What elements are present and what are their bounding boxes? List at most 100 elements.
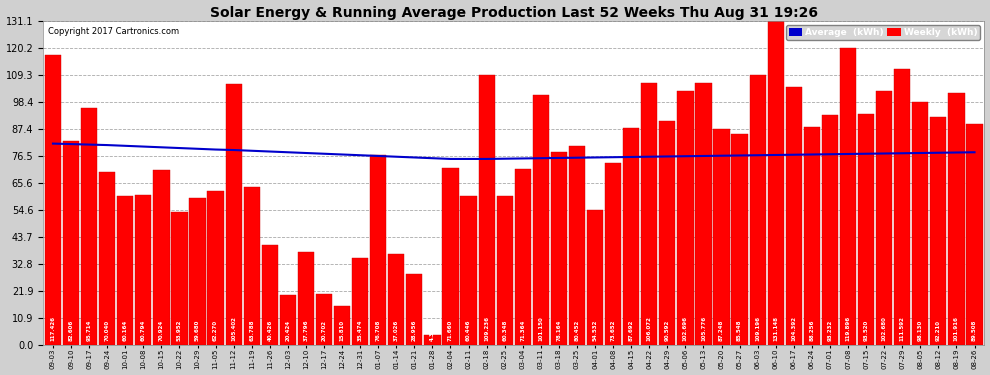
Bar bbox=[515, 169, 531, 345]
Bar bbox=[63, 141, 79, 345]
Bar bbox=[587, 210, 603, 345]
Text: 40.426: 40.426 bbox=[267, 319, 272, 340]
Bar bbox=[388, 254, 405, 345]
Text: 106.072: 106.072 bbox=[646, 316, 651, 340]
Bar bbox=[352, 258, 368, 345]
Bar bbox=[460, 196, 477, 345]
Text: 87.248: 87.248 bbox=[719, 319, 724, 340]
Bar bbox=[497, 196, 513, 345]
Text: 71.364: 71.364 bbox=[521, 319, 526, 340]
Text: 60.348: 60.348 bbox=[502, 319, 507, 340]
Text: 4.312: 4.312 bbox=[430, 323, 435, 340]
Text: 60.164: 60.164 bbox=[123, 319, 128, 340]
Bar bbox=[894, 69, 911, 345]
Bar bbox=[478, 75, 495, 345]
Bar bbox=[732, 134, 747, 345]
Text: 95.714: 95.714 bbox=[86, 319, 92, 340]
Text: 101.150: 101.150 bbox=[539, 316, 544, 340]
Bar bbox=[695, 84, 712, 345]
Bar bbox=[786, 87, 802, 345]
Text: 93.520: 93.520 bbox=[863, 319, 868, 340]
Text: 102.680: 102.680 bbox=[882, 316, 887, 340]
Text: 71.660: 71.660 bbox=[448, 319, 453, 340]
Bar bbox=[81, 108, 97, 345]
Text: 104.392: 104.392 bbox=[791, 315, 796, 340]
Bar bbox=[117, 196, 134, 345]
Bar bbox=[605, 163, 622, 345]
Bar bbox=[425, 335, 441, 345]
Bar bbox=[749, 75, 766, 345]
Bar bbox=[714, 129, 730, 345]
Bar bbox=[966, 124, 983, 345]
Text: 89.508: 89.508 bbox=[972, 319, 977, 340]
Text: 70.040: 70.040 bbox=[105, 320, 110, 340]
Text: 111.592: 111.592 bbox=[900, 316, 905, 340]
Text: 60.794: 60.794 bbox=[141, 319, 146, 340]
Text: 20.702: 20.702 bbox=[322, 320, 327, 340]
Text: 60.446: 60.446 bbox=[466, 319, 471, 340]
Bar bbox=[406, 274, 423, 345]
Bar bbox=[840, 48, 856, 345]
Text: 59.680: 59.680 bbox=[195, 319, 200, 340]
Text: 102.696: 102.696 bbox=[683, 315, 688, 340]
Bar bbox=[623, 128, 640, 345]
Bar bbox=[569, 146, 585, 345]
Bar bbox=[659, 121, 675, 345]
Bar bbox=[244, 188, 259, 345]
Text: 117.426: 117.426 bbox=[50, 315, 55, 340]
Text: 53.952: 53.952 bbox=[177, 319, 182, 340]
Bar bbox=[642, 83, 657, 345]
Bar bbox=[912, 102, 929, 345]
Text: 54.532: 54.532 bbox=[593, 319, 598, 340]
Text: 101.916: 101.916 bbox=[954, 316, 959, 340]
Bar bbox=[261, 245, 278, 345]
Text: 87.692: 87.692 bbox=[629, 319, 634, 340]
Bar bbox=[153, 170, 169, 345]
Bar bbox=[822, 114, 839, 345]
Text: 105.776: 105.776 bbox=[701, 315, 706, 340]
Text: 73.652: 73.652 bbox=[611, 319, 616, 340]
Title: Solar Energy & Running Average Production Last 52 Weeks Thu Aug 31 19:26: Solar Energy & Running Average Productio… bbox=[210, 6, 818, 20]
Text: 76.708: 76.708 bbox=[376, 319, 381, 340]
Text: 131.148: 131.148 bbox=[773, 315, 778, 340]
Text: 105.402: 105.402 bbox=[231, 316, 237, 340]
Bar bbox=[677, 91, 694, 345]
Bar bbox=[316, 294, 332, 345]
Text: 93.232: 93.232 bbox=[828, 319, 833, 340]
Text: 28.956: 28.956 bbox=[412, 319, 417, 340]
Text: 62.270: 62.270 bbox=[213, 320, 218, 340]
Bar bbox=[533, 95, 549, 345]
Text: 92.210: 92.210 bbox=[936, 320, 940, 340]
Bar bbox=[334, 306, 350, 345]
Text: 78.164: 78.164 bbox=[556, 319, 561, 340]
Text: 98.130: 98.130 bbox=[918, 319, 923, 340]
Text: 82.606: 82.606 bbox=[68, 319, 73, 340]
Text: 88.256: 88.256 bbox=[810, 319, 815, 340]
Text: 37.026: 37.026 bbox=[394, 319, 399, 340]
Bar bbox=[99, 172, 115, 345]
Text: 35.474: 35.474 bbox=[357, 319, 362, 340]
Bar bbox=[550, 152, 567, 345]
Legend: Average  (kWh), Weekly  (kWh): Average (kWh), Weekly (kWh) bbox=[786, 25, 980, 40]
Bar bbox=[189, 198, 206, 345]
Text: 85.548: 85.548 bbox=[738, 319, 742, 340]
Bar bbox=[370, 156, 386, 345]
Bar bbox=[136, 195, 151, 345]
Bar bbox=[804, 127, 820, 345]
Bar bbox=[443, 168, 458, 345]
Bar bbox=[226, 84, 242, 345]
Bar bbox=[767, 21, 784, 345]
Bar bbox=[45, 55, 61, 345]
Text: 90.592: 90.592 bbox=[665, 319, 670, 340]
Text: Copyright 2017 Cartronics.com: Copyright 2017 Cartronics.com bbox=[48, 27, 179, 36]
Bar bbox=[858, 114, 874, 345]
Bar bbox=[298, 252, 314, 345]
Text: 15.810: 15.810 bbox=[340, 320, 345, 340]
Text: 80.452: 80.452 bbox=[574, 319, 579, 340]
Bar bbox=[208, 191, 224, 345]
Bar bbox=[931, 117, 946, 345]
Bar bbox=[948, 93, 964, 345]
Bar bbox=[171, 212, 187, 345]
Text: 37.796: 37.796 bbox=[304, 319, 309, 340]
Bar bbox=[876, 91, 892, 345]
